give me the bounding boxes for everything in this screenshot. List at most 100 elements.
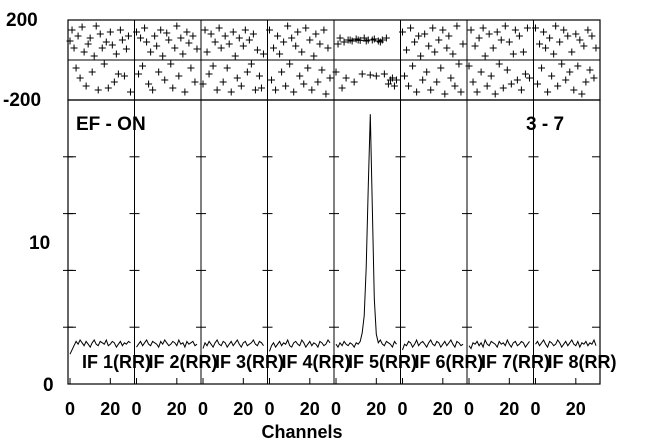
phase-point [201,26,209,34]
phase-point [525,74,533,82]
phase-point [310,52,318,60]
phase-point [437,64,445,72]
phase-point [489,44,497,52]
phase-point [564,32,572,40]
phase-point [336,34,344,42]
phase-point [237,82,245,90]
phase-point [167,60,175,68]
phase-point [582,78,590,86]
phase-point [499,84,507,92]
phase-point [165,36,173,44]
phase-point [211,38,219,46]
phase-point [443,44,451,52]
phase-point [120,72,128,80]
phase-point [417,52,425,60]
phase-point [219,78,227,86]
phase-point [382,34,390,42]
phase-point [586,66,594,74]
phase-point [592,44,600,52]
phase-y-tick-label-top: 200 [6,10,38,31]
phase-point [284,22,292,30]
phase-point [413,88,421,96]
x-axis-label: Channels [261,422,342,442]
phase-point [574,62,582,70]
phase-point [455,60,463,68]
phase-point [473,88,481,96]
phase-point [145,80,153,88]
amp-y-tick-label-0: 0 [43,375,54,396]
phase-point [378,36,386,44]
phase-point [122,45,130,53]
phase-point [72,64,80,72]
phase-point [147,48,155,56]
phase-point [449,50,457,58]
phase-point [469,78,477,86]
phase-point [221,32,229,40]
phase-point [423,68,431,76]
phase-point [141,24,149,32]
phase-point [427,86,435,94]
phase-point [294,28,302,36]
phase-point [177,34,185,42]
phase-point [191,78,199,86]
phase-point [578,90,586,98]
phase-point [179,50,187,58]
annotation-baseline: 3 - 7 [526,114,564,135]
phase-point [453,22,461,30]
phase-point [388,74,396,82]
phase-point [435,36,443,44]
phase-point [405,82,413,90]
phase-point [229,28,237,36]
phase-point [102,38,110,46]
phase-point [223,64,231,72]
phase-point [483,82,491,90]
x-tick-label: 0 [198,399,208,419]
amplitude-series-line [335,114,397,349]
phase-point [487,72,495,80]
amplitude-series-line [535,338,597,349]
phase-point [523,24,531,32]
phase-point [82,82,90,90]
phase-point [503,66,511,74]
phase-point [538,64,546,72]
phase-point [439,26,447,34]
phase-y-tick-label-bottom: -200 [3,90,41,111]
x-tick-label: 20 [167,399,187,419]
panel-label: IF 3(RR) [215,352,284,372]
phase-point [209,62,217,70]
phase-point [546,34,554,42]
phase-panel-group [66,19,601,101]
phase-point [169,84,177,92]
phase-point [88,68,96,76]
phase-point [366,71,374,79]
phase-point [572,30,580,38]
phase-point [380,70,388,78]
phase-point [304,64,312,72]
phase-point [340,38,348,46]
phase-point [495,60,503,68]
x-tick-label: 0 [331,399,341,419]
phase-point [519,48,527,56]
phase-point [576,36,584,44]
phase-point [183,28,191,36]
phase-point [247,60,255,68]
phase-point [562,76,570,84]
phase-point [114,70,122,78]
amplitude-series-line [402,338,464,351]
phase-point [459,40,467,48]
amplitude-series-line [69,338,131,355]
phase-point [189,32,197,40]
phase-point [477,68,485,76]
phase-point [205,70,213,78]
phase-point [235,34,243,42]
phase-point [318,66,326,74]
phase-point [356,36,364,44]
phase-point [280,38,288,46]
phase-point [124,32,132,40]
phase-point [419,76,427,84]
phase-point [255,72,263,80]
panel-label: IF 5(RR) [348,352,417,372]
phase-point [231,52,239,60]
axis-group: 200 -200 10 0 EF - ON 3 - 7 Channels 0 20… [3,10,586,442]
phase-point [348,37,356,45]
